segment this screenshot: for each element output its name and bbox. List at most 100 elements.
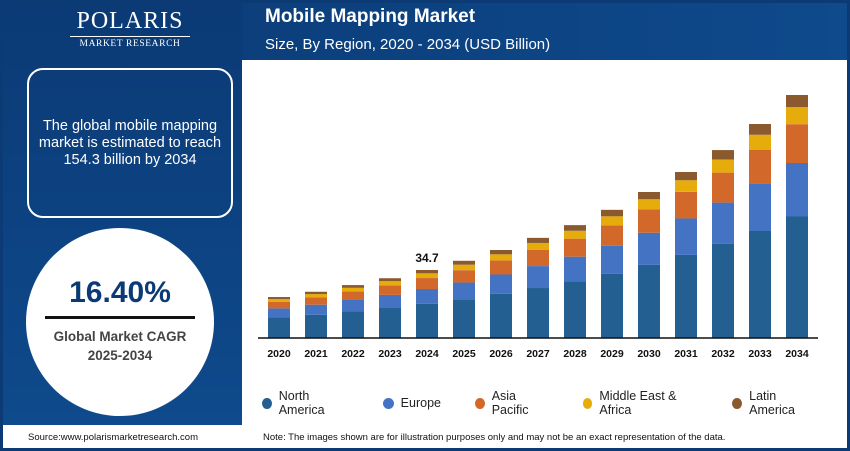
bar-segment-latin-america-2025 — [453, 260, 475, 265]
bar-segment-asia-pacific-2022 — [342, 291, 364, 300]
bar-segment-europe-2034 — [786, 163, 808, 217]
bar-segment-europe-2030 — [638, 232, 660, 265]
bar-segment-middle-east-africa-2024 — [416, 273, 438, 279]
bar-segment-europe-2031 — [675, 218, 697, 255]
x-tick-label: 2030 — [637, 348, 661, 360]
x-tick-label: 2021 — [304, 348, 328, 360]
bar-segment-latin-america-2020 — [268, 297, 290, 300]
bar-segment-north-america-2027 — [527, 288, 549, 338]
bar-segment-europe-2033 — [749, 183, 771, 232]
note-text: Note: The images shown are for illustrat… — [263, 432, 726, 443]
legend-label: Latin America — [749, 389, 795, 417]
bar-segment-middle-east-africa-2032 — [712, 159, 734, 173]
bar-segment-latin-america-2023 — [379, 278, 401, 282]
bar-segment-latin-america-2024 — [416, 270, 438, 274]
legend-label: North America — [278, 389, 325, 417]
bar-segment-latin-america-2021 — [305, 291, 327, 295]
x-tick-label: 2020 — [267, 348, 291, 360]
data-label: 34.7 — [415, 251, 439, 265]
bar-segment-asia-pacific-2024 — [416, 278, 438, 290]
bar-segment-latin-america-2034 — [786, 95, 808, 108]
polaris-logo: POLARIS MARKET RESEARCH — [70, 8, 190, 49]
bar-segment-latin-america-2033 — [749, 124, 771, 135]
x-tick-label: 2025 — [452, 348, 476, 360]
bar-segment-europe-2029 — [601, 245, 623, 274]
bar-segment-asia-pacific-2021 — [305, 297, 327, 305]
x-tick-label: 2022 — [341, 348, 365, 360]
bar-segment-north-america-2024 — [416, 303, 438, 338]
bar-segment-asia-pacific-2023 — [379, 285, 401, 295]
bar-segment-north-america-2022 — [342, 311, 364, 338]
legend-swatch — [262, 397, 272, 409]
bar-segment-north-america-2031 — [675, 254, 697, 338]
bar-segment-latin-america-2032 — [712, 150, 734, 160]
bar-segment-europe-2022 — [342, 299, 364, 312]
info-text: The global mobile mapping market is esti… — [38, 117, 222, 168]
bar-segment-middle-east-africa-2023 — [379, 281, 401, 286]
legend-label: Asia Pacific — [491, 389, 529, 417]
x-tick-label: 2023 — [378, 348, 402, 360]
bar-segment-north-america-2029 — [601, 273, 623, 338]
bar-segment-asia-pacific-2030 — [638, 209, 660, 233]
cagr-divider — [45, 316, 195, 319]
bar-segment-asia-pacific-2027 — [527, 250, 549, 267]
bar-segment-asia-pacific-2025 — [453, 270, 475, 283]
bar-segment-asia-pacific-2020 — [268, 301, 290, 309]
x-tick-label: 2031 — [674, 348, 698, 360]
bar-segment-north-america-2033 — [749, 231, 771, 338]
bar-segment-north-america-2023 — [379, 308, 401, 338]
chart-title: Mobile Mapping Market — [265, 6, 476, 27]
bar-segment-europe-2025 — [453, 282, 475, 300]
bar-segment-asia-pacific-2032 — [712, 172, 734, 203]
bar-segment-middle-east-africa-2030 — [638, 199, 660, 210]
bar-segment-europe-2032 — [712, 202, 734, 244]
logo-divider — [70, 36, 190, 37]
legend-item: Asia Pacific — [474, 389, 549, 417]
cagr-circle: 16.40% Global Market CAGR 2025-2034 — [26, 228, 214, 416]
legend-swatch — [582, 397, 593, 409]
bar-segment-north-america-2026 — [490, 293, 512, 338]
bar-segment-middle-east-africa-2020 — [268, 299, 290, 302]
logo-name: POLARIS — [76, 8, 184, 34]
bar-segment-europe-2024 — [416, 289, 438, 304]
bar-segment-asia-pacific-2033 — [749, 149, 771, 184]
bar-segment-europe-2028 — [564, 256, 586, 282]
bar-segment-asia-pacific-2028 — [564, 238, 586, 257]
bar-segment-latin-america-2029 — [601, 209, 623, 217]
bar-segment-asia-pacific-2031 — [675, 191, 697, 219]
bar-segment-latin-america-2027 — [527, 237, 549, 243]
bar-segment-middle-east-africa-2025 — [453, 264, 475, 271]
bar-segment-latin-america-2026 — [490, 250, 512, 255]
bar-segment-europe-2020 — [268, 308, 290, 318]
bar-segment-asia-pacific-2026 — [490, 260, 512, 275]
legend-item: North America — [262, 389, 349, 417]
bar-segment-north-america-2032 — [712, 243, 734, 338]
bar-segment-north-america-2028 — [564, 281, 586, 338]
x-tick-label: 2028 — [563, 348, 587, 360]
x-tick-label: 2027 — [526, 348, 550, 360]
legend-item: Middle East & Africa — [582, 389, 699, 417]
bar-segment-north-america-2034 — [786, 216, 808, 338]
bar-segment-north-america-2021 — [305, 314, 327, 338]
legend-swatch — [732, 397, 743, 409]
bar-segment-middle-east-africa-2021 — [305, 294, 327, 298]
x-tick-label: 2024 — [415, 348, 439, 360]
legend-swatch — [474, 397, 485, 409]
cagr-label: Global Market CAGR — [53, 329, 187, 344]
bar-segment-middle-east-africa-2029 — [601, 216, 623, 226]
x-tick-label: 2029 — [600, 348, 624, 360]
bar-segment-middle-east-africa-2026 — [490, 254, 512, 261]
bar-segment-europe-2027 — [527, 266, 549, 289]
bar-segment-middle-east-africa-2034 — [786, 107, 808, 125]
bar-segment-asia-pacific-2029 — [601, 225, 623, 246]
legend-label: Middle East & Africa — [599, 389, 677, 417]
logo-tagline: MARKET RESEARCH — [79, 39, 181, 49]
bar-segment-middle-east-africa-2027 — [527, 242, 549, 251]
bar-segment-middle-east-africa-2022 — [342, 287, 364, 292]
bar-segment-latin-america-2031 — [675, 172, 697, 181]
x-tick-label: 2033 — [748, 348, 772, 360]
bar-segment-middle-east-africa-2028 — [564, 230, 586, 239]
bar-segment-middle-east-africa-2033 — [749, 134, 771, 150]
legend-item: Europe — [382, 389, 441, 417]
